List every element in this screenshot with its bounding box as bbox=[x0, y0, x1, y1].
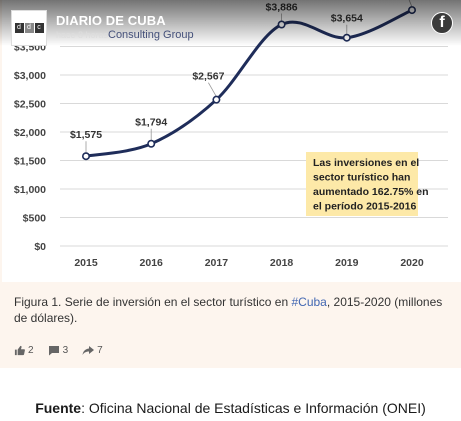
data-point bbox=[212, 95, 221, 104]
investment-line-chart: $0$500$1,000$1,500$2,000$2,500$3,000$3,5… bbox=[14, 0, 448, 269]
x-tick-label: 2015 bbox=[74, 257, 98, 269]
data-label: $1,575 bbox=[70, 129, 102, 141]
x-tick-label: 2019 bbox=[335, 257, 359, 269]
callout-line: Las inversiones en el bbox=[313, 157, 419, 169]
post-time[interactable]: hace 8 horas bbox=[56, 30, 109, 40]
avatar-letter: c bbox=[34, 23, 44, 33]
hashtag-link[interactable]: #Cuba bbox=[291, 295, 327, 309]
source-note: Fuente: Oficina Nacional de Estadísticas… bbox=[0, 400, 461, 416]
comment-count: 3 bbox=[62, 345, 69, 356]
y-tick-label: $2,000 bbox=[14, 127, 46, 139]
like-button[interactable]: 2 bbox=[14, 345, 34, 356]
x-tick-label: 2018 bbox=[270, 257, 294, 269]
reaction-bar: 2 3 7 bbox=[14, 345, 117, 356]
data-label: $2,567 bbox=[192, 71, 224, 83]
watermark-text: Consulting Group bbox=[108, 29, 194, 41]
label-leader bbox=[208, 82, 217, 97]
callout-line: el período 2015-2016 bbox=[313, 201, 416, 213]
share-count: 7 bbox=[97, 345, 103, 356]
post-caption: Figura 1. Serie de inversión en el secto… bbox=[14, 294, 450, 326]
avatar[interactable]: d d c bbox=[11, 10, 47, 46]
data-point bbox=[147, 139, 156, 148]
data-label: $1,794 bbox=[135, 117, 167, 129]
chart-image[interactable]: $0 $500 $1,000 $1,500 $2,000 $2,500 $3,000 $3,5… bbox=[2, 0, 461, 282]
callout-line: sector turístico han bbox=[313, 172, 410, 184]
x-tick-label: 2017 bbox=[205, 257, 229, 269]
y-tick-label: $2,500 bbox=[14, 99, 46, 111]
share-button[interactable]: 7 bbox=[82, 345, 103, 356]
x-tick-label: 2016 bbox=[140, 257, 164, 269]
page-name[interactable]: DIARIO DE CUBA bbox=[56, 13, 166, 28]
share-arrow-icon bbox=[82, 346, 95, 355]
thumbs-up-icon bbox=[14, 345, 25, 356]
data-point bbox=[82, 152, 91, 161]
source-text: : Oficina Nacional de Estadísticas e Inf… bbox=[81, 400, 426, 416]
x-tick-label: 2020 bbox=[400, 257, 424, 269]
callout-line: aumentado 162.75% en bbox=[313, 186, 429, 198]
y-tick-label: $3,000 bbox=[14, 70, 46, 82]
facebook-icon[interactable]: f bbox=[431, 12, 453, 34]
avatar-letter: d bbox=[24, 23, 34, 33]
y-tick-label: $500 bbox=[23, 213, 47, 225]
post-card: $0 $500 $1,000 $1,500 $2,000 $2,500 $3,000 $3,5… bbox=[0, 0, 461, 368]
y-tick-label: $1,500 bbox=[14, 156, 46, 168]
y-tick-label: $1,000 bbox=[14, 184, 46, 196]
post-header: d d c DIARIO DE CUBA hace 8 horas Consul… bbox=[0, 0, 461, 46]
callout-box: Las inversiones en el sector turístico ha… bbox=[306, 152, 429, 216]
comment-button[interactable]: 3 bbox=[48, 345, 69, 356]
source-label: Fuente bbox=[35, 400, 82, 416]
caption-text: Figura 1. Serie de inversión en el secto… bbox=[14, 295, 292, 309]
comment-icon bbox=[48, 346, 59, 356]
avatar-letter: d bbox=[14, 23, 24, 33]
y-tick-label: $0 bbox=[34, 241, 46, 253]
like-count: 2 bbox=[28, 345, 34, 356]
caption-text: , 2015-2020 (millones de dólares). bbox=[14, 295, 443, 325]
